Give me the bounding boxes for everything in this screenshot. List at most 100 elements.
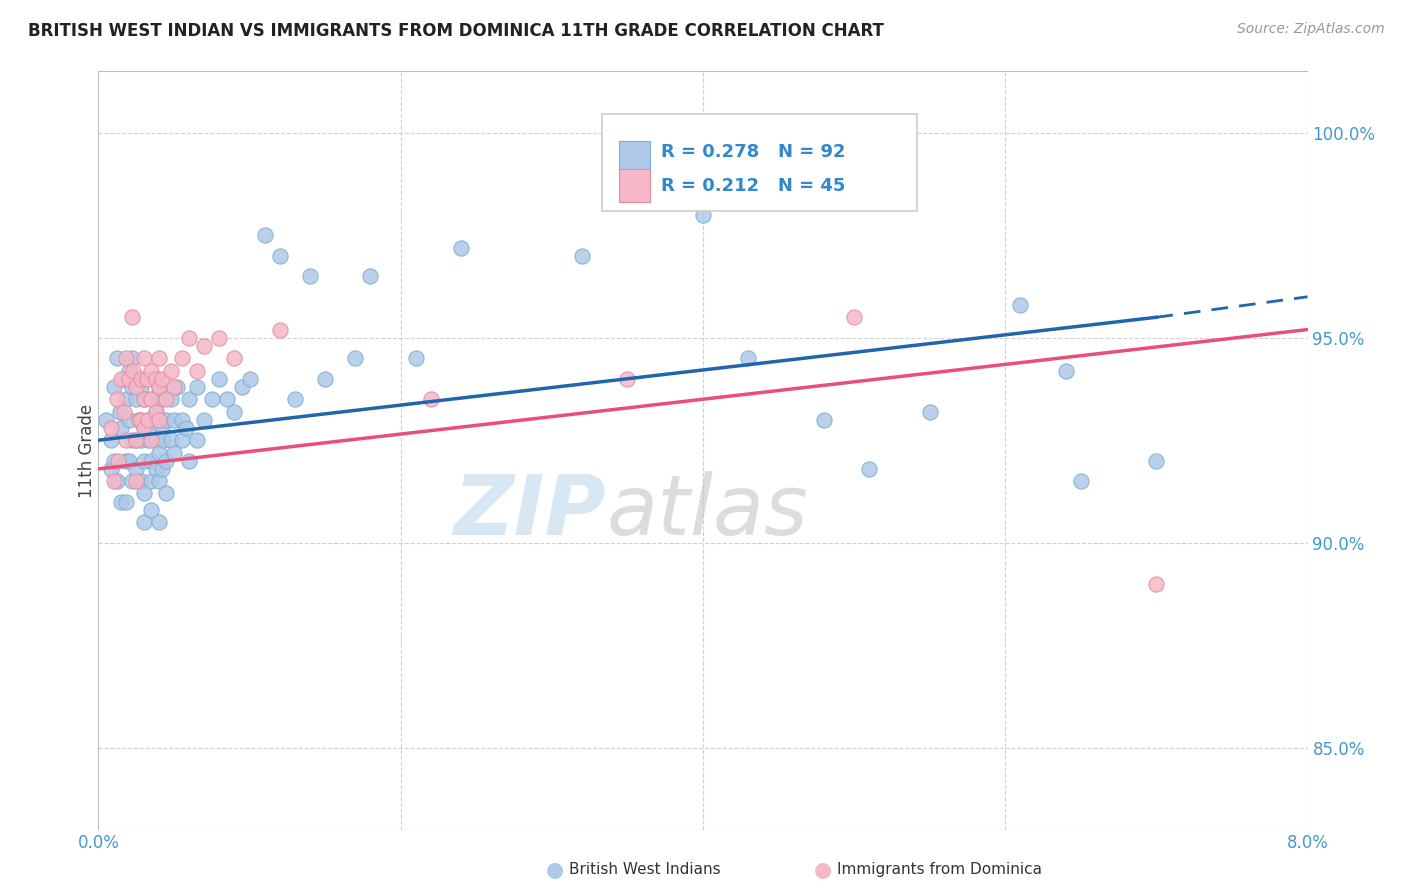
Point [141,421,163,435]
Point [114,494,136,508]
Point [105,392,128,407]
Point [193,339,215,353]
Point [150,421,173,435]
Point [858,462,880,476]
Point [100,421,122,435]
Point [112,372,135,386]
Point [163,445,186,459]
Point [118,413,141,427]
Point [314,372,336,386]
Point [692,208,714,222]
Point [128,413,150,427]
Point [155,486,177,500]
Point [125,380,148,394]
Point [152,434,174,448]
Point [450,241,472,255]
Point [813,413,835,427]
Point [128,413,150,427]
Text: ZIP: ZIP [454,471,606,551]
Point [1054,363,1077,377]
Point [163,413,186,427]
Point [129,434,152,448]
Text: atlas: atlas [606,471,808,551]
Point [132,453,155,467]
Point [616,372,638,386]
Point [132,392,155,407]
Point [344,351,367,366]
Point [166,380,188,394]
Point [201,392,224,407]
Point [145,372,167,386]
Point [141,503,163,517]
Point [141,392,163,407]
Point [132,351,155,366]
Point [103,474,125,488]
Point [148,351,170,366]
Point [103,380,125,394]
Point [114,392,136,407]
Point [122,363,145,377]
Point [150,392,173,407]
Text: R = 0.212   N = 45: R = 0.212 N = 45 [661,177,845,194]
Point [186,434,208,448]
Text: Immigrants from Dominica: Immigrants from Dominica [837,863,1042,877]
Point [114,453,136,467]
Text: R = 0.278   N = 92: R = 0.278 N = 92 [661,143,845,161]
Point [155,413,177,427]
Point [110,421,132,435]
Point [148,515,170,529]
Point [844,310,866,325]
Point [160,434,183,448]
Point [208,331,231,345]
Text: ●: ● [547,860,564,880]
Point [129,413,152,427]
Point [125,392,148,407]
Point [155,453,177,467]
Point [141,392,163,407]
Point [129,474,152,488]
Point [150,462,173,476]
Point [132,515,155,529]
Point [100,434,122,448]
Point [141,474,163,488]
Point [114,351,136,366]
Point [193,413,215,427]
Point [160,392,183,407]
Point [148,474,170,488]
Point [224,404,246,418]
Point [1070,474,1092,488]
Point [105,474,128,488]
Point [918,404,941,418]
Point [121,351,143,366]
Point [114,434,136,448]
Point [170,413,193,427]
Point [208,372,231,386]
Point [132,392,155,407]
Point [299,269,322,284]
Point [163,380,186,394]
Point [186,380,208,394]
Point [105,351,128,366]
Point [239,372,262,386]
Point [121,474,143,488]
Point [179,392,201,407]
Point [224,351,246,366]
Text: British West Indians: British West Indians [569,863,721,877]
Point [135,372,157,386]
Point [103,453,125,467]
Point [1146,576,1168,591]
Point [148,413,170,427]
Point [145,434,167,448]
Point [179,331,201,345]
Point [269,322,291,336]
Point [121,380,143,394]
Point [132,421,155,435]
Point [129,372,152,386]
Point [122,372,145,386]
Point [141,434,163,448]
Point [571,249,593,263]
Point [132,486,155,500]
Point [360,269,382,284]
Point [125,434,148,448]
Point [253,228,276,243]
